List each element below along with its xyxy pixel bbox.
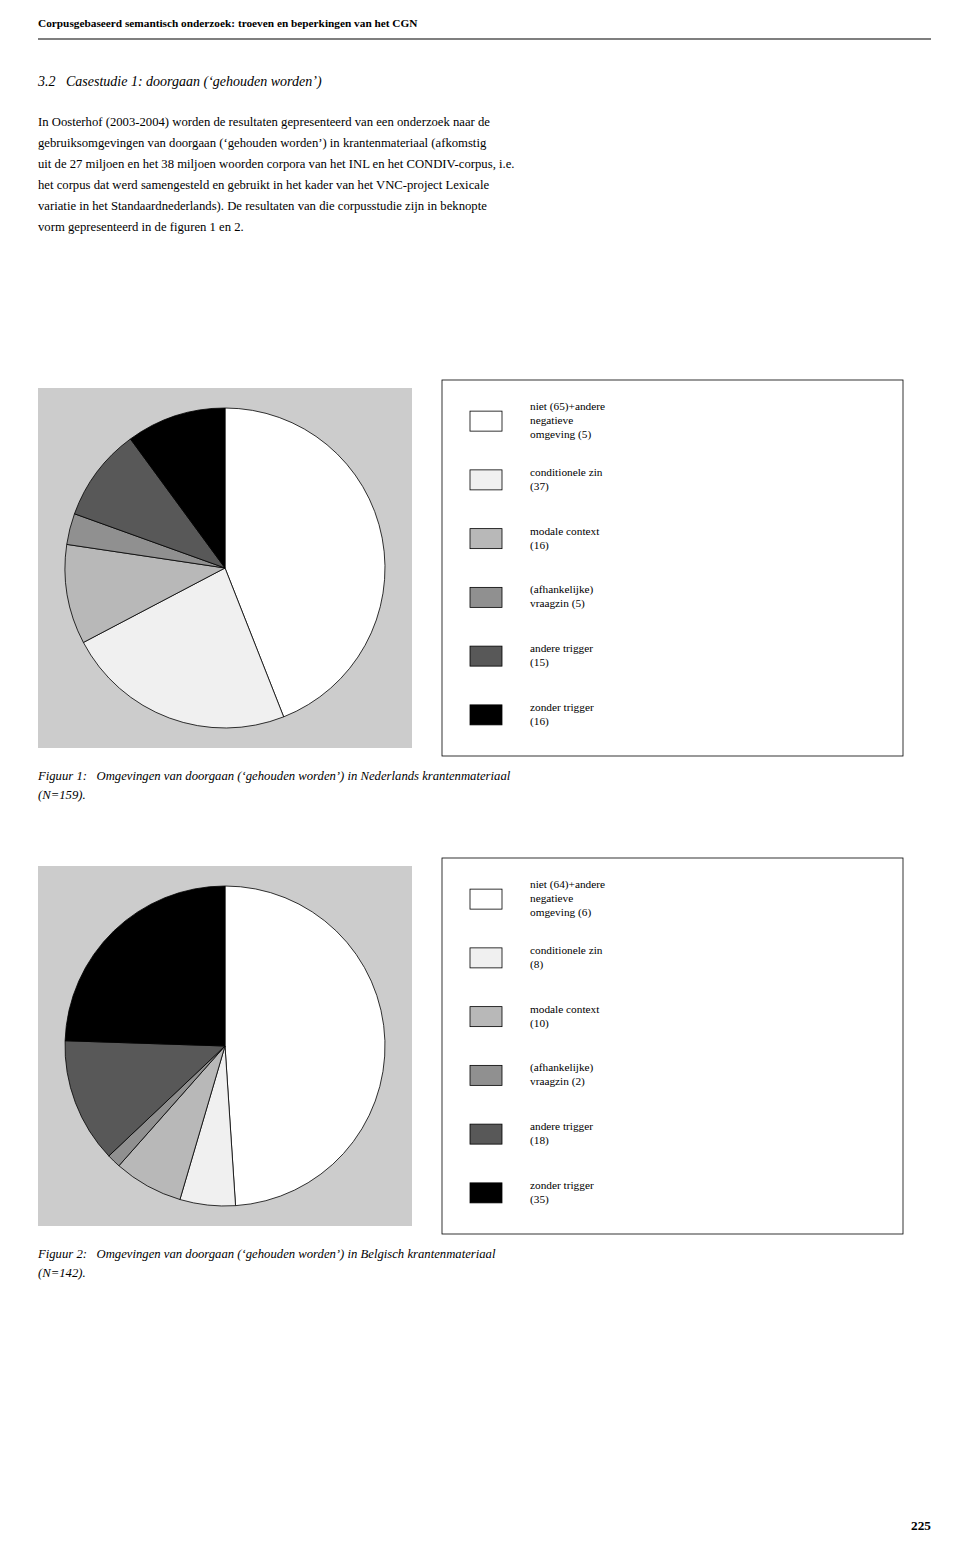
legend-swatch bbox=[470, 470, 502, 490]
legend-label: modale context(16) bbox=[530, 524, 600, 551]
body-line: uit de 27 miljoen en het 38 miljoen woor… bbox=[38, 157, 515, 171]
legend-swatch bbox=[470, 1124, 502, 1144]
legend-swatch bbox=[470, 529, 502, 549]
caption: Figuur 2: Omgevingen van doorgaan (‘geho… bbox=[37, 1247, 496, 1280]
body-line: variatie in het Standaardnederlands). De… bbox=[38, 199, 487, 213]
body-line: het corpus dat werd samengesteld en gebr… bbox=[38, 178, 489, 192]
figure: niet (64)+anderenegatieveomgeving (6) con… bbox=[37, 858, 903, 1280]
pie bbox=[65, 886, 385, 1206]
legend-label: niet (64)+anderenegatieveomgeving (6) bbox=[530, 878, 605, 919]
legend-label: zonder trigger(16) bbox=[530, 700, 594, 727]
page-number: 225 bbox=[911, 1518, 931, 1533]
legend-swatch bbox=[470, 1007, 502, 1027]
legend-box bbox=[442, 858, 903, 1234]
pie-panel bbox=[38, 866, 412, 1226]
legend-swatch bbox=[470, 705, 502, 725]
body-text: In Oosterhof (2003-2004) worden de resul… bbox=[38, 115, 515, 234]
legend-label: niet (65)+anderenegatieveomgeving (5) bbox=[530, 400, 605, 441]
pie-slice bbox=[225, 886, 385, 1206]
legend-label: modale context(10) bbox=[530, 1002, 600, 1029]
section-title: 3.2 Casestudie 1: doorgaan (‘gehouden wo… bbox=[37, 74, 322, 90]
legend-label: (afhankelijke)vraagzin (5) bbox=[530, 583, 594, 610]
pie-slice bbox=[65, 886, 225, 1046]
legend: niet (65)+anderenegatieveomgeving (5) con… bbox=[442, 380, 903, 756]
legend-label: (afhankelijke)vraagzin (2) bbox=[530, 1061, 594, 1088]
pie bbox=[65, 408, 385, 728]
caption: Figuur 1: Omgevingen van doorgaan (‘geho… bbox=[37, 769, 511, 802]
legend-swatch bbox=[470, 646, 502, 666]
body-line: In Oosterhof (2003-2004) worden de resul… bbox=[38, 115, 490, 129]
body-line: gebruiksomgevingen van doorgaan (‘gehoud… bbox=[38, 136, 487, 150]
pie-panel bbox=[38, 388, 412, 748]
legend-swatch bbox=[470, 587, 502, 607]
legend-label: conditionele zin(8) bbox=[530, 943, 603, 970]
legend-label: conditionele zin(37) bbox=[530, 465, 603, 492]
header: Corpusgebaseerd semantisch onderzoek: tr… bbox=[38, 17, 418, 29]
pie-slice bbox=[65, 1041, 225, 1156]
legend: niet (64)+anderenegatieveomgeving (6) con… bbox=[442, 858, 903, 1234]
legend-box bbox=[442, 380, 903, 756]
legend-label: andere trigger(15) bbox=[530, 642, 593, 669]
legend-swatch bbox=[470, 1065, 502, 1085]
figure: niet (65)+anderenegatieveomgeving (5) con… bbox=[37, 380, 903, 802]
legend-swatch bbox=[470, 1183, 502, 1203]
legend-swatch bbox=[470, 411, 502, 431]
legend-swatch bbox=[470, 889, 502, 909]
legend-swatch bbox=[470, 948, 502, 968]
legend-label: zonder trigger(35) bbox=[530, 1178, 594, 1205]
pie-slice bbox=[130, 408, 225, 568]
legend-label: andere trigger(18) bbox=[530, 1120, 593, 1147]
page: Corpusgebaseerd semantisch onderzoek: tr… bbox=[0, 0, 960, 1566]
header-rule bbox=[38, 38, 931, 39]
body-line: vorm gepresenteerd in de figuren 1 en 2. bbox=[38, 220, 244, 234]
